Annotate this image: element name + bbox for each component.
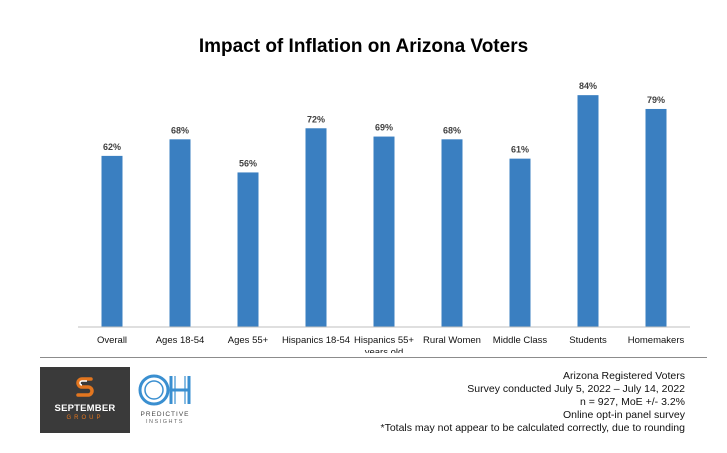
september-logo-name: SEPTEMBER — [54, 403, 116, 414]
data-label: 56% — [239, 158, 257, 168]
category-label: Hispanics 18-54 — [282, 335, 350, 346]
bar — [169, 139, 191, 327]
bar — [577, 95, 599, 327]
footnote-line: Online opt-in panel survey — [563, 409, 685, 421]
bar — [101, 155, 123, 327]
data-label: 68% — [443, 125, 461, 135]
data-label: 72% — [307, 114, 325, 124]
footnote-line: Survey conducted July 5, 2022 – July 14,… — [467, 383, 685, 395]
category-label: Middle Class — [493, 335, 548, 346]
footnote-line: n = 927, MoE +/- 3.2% — [579, 396, 685, 408]
footnote-line: Arizona Registered Voters — [563, 370, 685, 382]
data-label: 61% — [511, 145, 529, 155]
survey-footnotes: Arizona Registered Voters Survey conduct… — [381, 370, 686, 435]
chart-title: Impact of Inflation on Arizona Voters — [198, 36, 529, 57]
bar — [441, 139, 463, 327]
category-label: Ages 55+ — [228, 335, 269, 346]
oh-predictive-insights-logo: PREDICTIVE INSIGHTS — [133, 367, 197, 433]
data-label: 62% — [103, 142, 121, 152]
footnote-line: *Totals may not appear to be calculated … — [380, 422, 686, 434]
category-label: Homemakers — [628, 335, 685, 346]
footer-divider — [40, 357, 707, 358]
september-logo-sub: GROUP — [66, 415, 104, 421]
category-label: years old — [365, 347, 404, 353]
oh-logo-line2: INSIGHTS — [146, 419, 184, 425]
bar — [645, 108, 667, 328]
data-label: 68% — [171, 125, 189, 135]
september-s-mark-icon — [76, 377, 94, 397]
category-label: Ages 18-54 — [156, 335, 205, 346]
data-label: 79% — [647, 95, 665, 105]
data-label: 69% — [375, 123, 393, 133]
category-label: Students — [569, 335, 607, 346]
data-label: 84% — [579, 81, 597, 91]
category-label: Hispanics 55+ — [354, 335, 414, 346]
bar — [373, 136, 395, 327]
oh-mark-icon — [138, 374, 191, 406]
bar — [509, 158, 531, 327]
bar-chart: 62% 68% 56% 72% 69% 68% 61% 84% 79% Overall Ages … — [78, 81, 690, 353]
september-group-logo: SEPTEMBER GROUP — [40, 367, 130, 433]
category-label: Rural Women — [423, 335, 481, 346]
category-label: Overall — [97, 335, 127, 346]
bar — [305, 128, 327, 327]
oh-logo-line1: PREDICTIVE — [140, 411, 190, 418]
bar — [237, 172, 259, 327]
